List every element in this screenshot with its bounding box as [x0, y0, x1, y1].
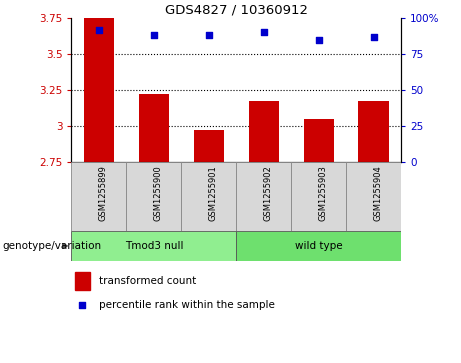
Bar	[303, 118, 334, 162]
Bar	[71, 231, 236, 261]
Bar	[126, 162, 181, 231]
Bar	[346, 162, 401, 231]
Text: GSM1255900: GSM1255900	[154, 165, 163, 221]
Point	[150, 32, 158, 38]
Text: GSM1255899: GSM1255899	[99, 165, 108, 221]
Bar	[71, 162, 126, 231]
Text: Tmod3 null: Tmod3 null	[124, 241, 183, 251]
Bar	[139, 94, 169, 162]
Text: GSM1255902: GSM1255902	[264, 165, 273, 221]
Text: transformed count: transformed count	[100, 276, 197, 286]
Bar	[248, 101, 279, 162]
Point	[95, 27, 103, 33]
Text: percentile rank within the sample: percentile rank within the sample	[100, 301, 275, 310]
Bar	[359, 101, 389, 162]
Bar	[236, 162, 291, 231]
Bar	[84, 18, 114, 162]
Bar	[194, 130, 224, 162]
Point	[78, 302, 86, 308]
Bar	[291, 162, 346, 231]
Point	[260, 30, 267, 36]
Text: GSM1255903: GSM1255903	[319, 165, 328, 221]
Title: GDS4827 / 10360912: GDS4827 / 10360912	[165, 4, 308, 17]
Point	[205, 32, 213, 38]
Bar	[75, 272, 89, 290]
Bar	[181, 162, 236, 231]
Point	[315, 37, 322, 42]
Bar	[236, 231, 401, 261]
Point	[370, 34, 377, 40]
Text: GSM1255904: GSM1255904	[373, 165, 383, 221]
Text: GSM1255901: GSM1255901	[209, 165, 218, 221]
Text: genotype/variation: genotype/variation	[2, 241, 101, 251]
Text: wild type: wild type	[295, 241, 343, 251]
